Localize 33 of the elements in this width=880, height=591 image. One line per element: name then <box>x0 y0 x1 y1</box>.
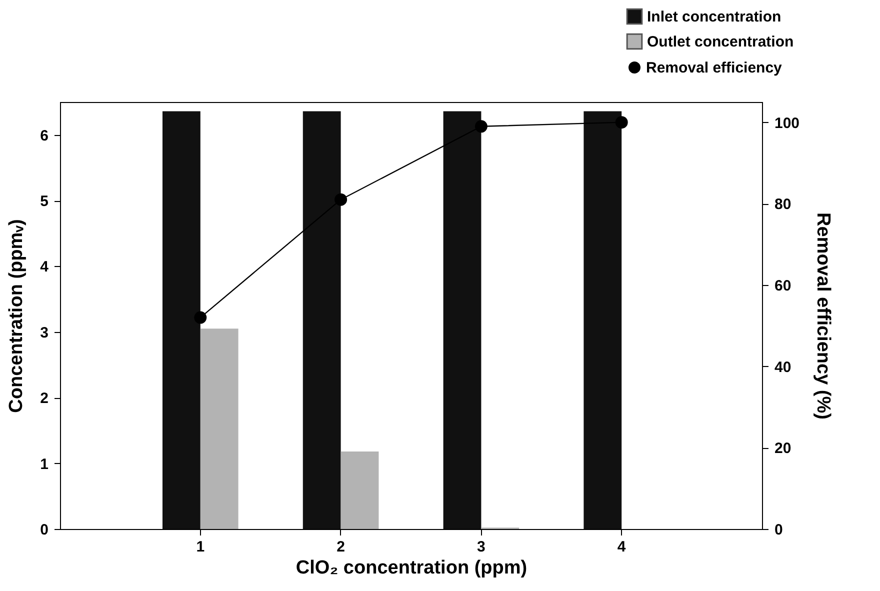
legend-label: Removal efficiency <box>646 60 783 76</box>
y-axis-title: Concentration (ppmᵥ) <box>6 219 28 413</box>
x-tick-label: 1 <box>196 538 205 556</box>
y-tick-label: 3 <box>40 324 48 342</box>
y-tick-label: 5 <box>40 193 48 210</box>
y-tick-label: 2 <box>40 390 48 408</box>
bar <box>443 111 482 529</box>
point <box>194 311 207 324</box>
x-tick-label: 3 <box>477 538 486 556</box>
legend-label: Outlet concentration <box>647 34 794 50</box>
y2-tick-label: 0 <box>774 522 783 538</box>
y-tick-label: 6 <box>40 127 48 144</box>
bar <box>584 111 622 529</box>
legend-label: Inlet concentration <box>647 8 782 26</box>
bar <box>200 328 238 529</box>
y-tick-label: 4 <box>40 258 50 276</box>
x-tick-label: 2 <box>336 538 345 556</box>
y-tick-label: 0 <box>40 522 48 538</box>
y2-tick-label: 40 <box>774 358 792 376</box>
y2-axis-title: Removal efficiency (%) <box>812 212 834 420</box>
point <box>615 116 628 129</box>
y2-tick-label: 100 <box>774 114 800 132</box>
x-tick-label: 4 <box>617 538 626 556</box>
y-tick-label: 1 <box>40 456 48 473</box>
y2-tick-label: 20 <box>774 440 792 458</box>
x-axis-title: ClO₂ concentration (ppm) <box>296 558 528 578</box>
y2-tick-label: 60 <box>774 278 792 294</box>
y2-tick-label: 80 <box>774 196 792 214</box>
bar <box>340 451 379 529</box>
point <box>334 193 348 206</box>
bar <box>302 111 341 529</box>
bar <box>162 111 200 529</box>
point <box>474 120 488 133</box>
